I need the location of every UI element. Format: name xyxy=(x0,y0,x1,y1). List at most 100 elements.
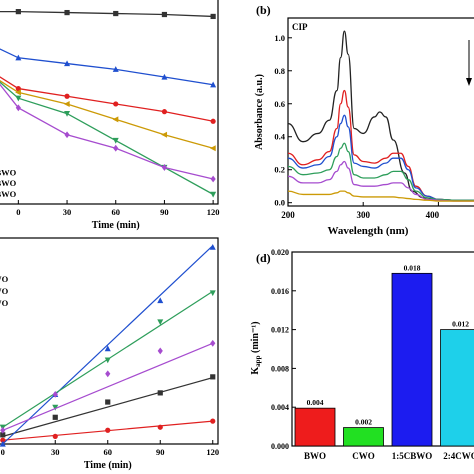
point-13cbwo-120 xyxy=(210,339,216,347)
plot-frame xyxy=(291,251,474,447)
x-tick-label-90: 90 xyxy=(160,207,169,217)
point-bwo-0 xyxy=(15,54,22,61)
y-tick-label-4: 0.016 xyxy=(271,287,289,296)
point-bwo-90 xyxy=(157,390,163,396)
point-24cbwo-90 xyxy=(157,319,164,326)
point-cwo-90 xyxy=(161,109,168,115)
panel-label: (b) xyxy=(256,3,271,17)
bar-bwo xyxy=(294,407,336,447)
spectrum-curve-0 xyxy=(287,30,474,201)
point-bwo-60 xyxy=(105,399,111,405)
point-15cbwo-60 xyxy=(104,345,111,352)
series-line-24cbwo xyxy=(0,81,214,195)
x-tick-label-300: 300 xyxy=(356,210,370,220)
legend-entry-2: 1:5CBWO xyxy=(0,274,9,284)
panel-b-absorbance: (b) CIP 0.0 0.2 0.4 0.6 0.8 1.0 200 300 400 Wavelen… xyxy=(254,3,474,237)
bar-24cwo xyxy=(440,329,474,447)
point-cwo-0 xyxy=(0,437,6,443)
plot-frame xyxy=(0,0,219,205)
bar-value-label-24cwo: 0.012 xyxy=(452,320,469,329)
point-13cbwo-90 xyxy=(161,164,168,171)
bar-cwo xyxy=(343,427,384,447)
legend-entry-4: 1:3CBWO xyxy=(0,298,9,308)
series-line-bwo xyxy=(0,48,214,86)
y-tick-label-2: 0.4 xyxy=(274,132,285,142)
x-tick-label-30: 30 xyxy=(51,447,60,457)
spectrum-curve-3 xyxy=(287,142,474,201)
point-bwo-120 xyxy=(210,81,217,88)
y-axis-label: Kapp (min⁻¹) xyxy=(250,321,262,374)
y-axis-label: Absorbance (a.u.) xyxy=(254,74,265,150)
point-15cbwo-120 xyxy=(209,145,216,152)
point-24cbwo-30 xyxy=(64,110,71,117)
category-label-24cwo: 2:4CWO xyxy=(443,451,474,461)
point-bwo-90 xyxy=(161,73,168,80)
point-13cbwo-30 xyxy=(52,391,58,398)
y-tick-label-0: 0.000 xyxy=(271,442,289,451)
point-13cbwo-120 xyxy=(210,175,216,183)
point-24cbwo-120 xyxy=(209,290,216,297)
point-cwo-120 xyxy=(210,418,216,424)
spectrum-curve-5 xyxy=(287,190,474,202)
x-tick-label-90: 90 xyxy=(156,447,165,457)
point-15cbwo-90 xyxy=(157,297,164,304)
x-axis-label: Time (min) xyxy=(84,460,132,471)
point-cwo-30 xyxy=(52,433,58,439)
point-13cbwo-0 xyxy=(15,104,21,112)
y-tick-label-3: 0.6 xyxy=(274,99,285,109)
series-line-13cbwo xyxy=(0,83,214,180)
point-24cbwo-30 xyxy=(52,404,59,411)
category-label-bwo: BWO xyxy=(304,451,326,461)
category-label-cwo: CWO xyxy=(352,451,375,461)
y-tick-label-3: 0.012 xyxy=(271,326,289,335)
plot-frame xyxy=(287,17,474,207)
point-cwo-60 xyxy=(105,427,111,433)
y-tick-label-1: 0.004 xyxy=(271,403,289,412)
x-tick-label-0: 0 xyxy=(1,447,5,457)
annotation: CIP xyxy=(292,22,308,32)
point-cip-90 xyxy=(161,11,168,18)
point-15cbwo-30 xyxy=(63,100,70,107)
point-cwo-90 xyxy=(157,424,163,430)
category-label-15cbwo: 1:5CBWO xyxy=(392,451,433,461)
x-axis-label: Wavelength (nm) xyxy=(328,225,409,237)
point-cip-30 xyxy=(64,9,70,16)
x-tick-label-60: 60 xyxy=(111,207,120,217)
point-24cbwo-120 xyxy=(210,191,217,198)
spectrum-curve-2 xyxy=(287,114,474,201)
x-tick-label-0: 0 xyxy=(16,207,20,217)
point-15cbwo-0 xyxy=(15,89,21,96)
bar-15cbwo xyxy=(391,272,433,447)
point-13cbwo-90 xyxy=(157,347,163,355)
y-tick-label-5: 1.0 xyxy=(274,33,285,43)
point-cwo-60 xyxy=(113,101,119,107)
legend-entry-4: 2:4CBWO xyxy=(0,178,17,188)
point-bwo-30 xyxy=(52,414,58,420)
y-tick-label-4: 0.8 xyxy=(274,66,285,76)
x-tick-label-120: 120 xyxy=(206,447,219,457)
spectrum-curve-4 xyxy=(287,160,474,202)
point-cip-120 xyxy=(210,13,216,20)
point-bwo-30 xyxy=(64,60,71,67)
x-tick-label-60: 60 xyxy=(104,447,113,457)
point-24cbwo-60 xyxy=(104,357,111,364)
plot-frame xyxy=(0,237,219,445)
panel-d-rate-constants: (d) 0.000 0.004 0.008 0.012 0.016 0.020 Kapp (m… xyxy=(250,248,474,461)
point-13cbwo-0 xyxy=(0,426,6,434)
point-bwo-120 xyxy=(210,374,216,380)
point-bwo-0 xyxy=(0,432,6,438)
series-line-15cbwo xyxy=(0,80,214,149)
x-tick-label-30: 30 xyxy=(63,207,72,217)
fit-line-15cbwo xyxy=(2,245,214,445)
y-tick-label-1: 0.2 xyxy=(274,165,285,175)
series-line-cwo xyxy=(0,76,214,122)
point-cwo-120 xyxy=(210,118,216,124)
arrow-head xyxy=(466,78,472,86)
legend-entry-3: 2:4CBWO xyxy=(0,286,9,296)
panel-label: (d) xyxy=(256,251,271,265)
point-13cbwo-60 xyxy=(105,370,111,378)
point-24cbwo-60 xyxy=(112,137,119,144)
y-tick-label-2: 0.008 xyxy=(271,364,289,373)
